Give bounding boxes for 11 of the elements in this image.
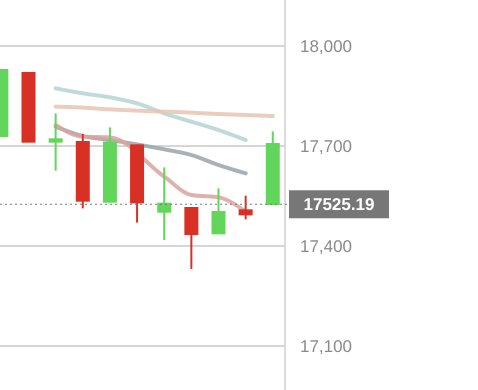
y-tick-label: 17,400	[300, 236, 352, 256]
ref-line-label: 17525.19	[304, 195, 374, 214]
y-tick-label: 17,100	[300, 336, 352, 356]
line-series	[54, 104, 275, 118]
y-tick-label: 17,700	[300, 136, 352, 156]
line-series	[54, 86, 248, 142]
y-tick-label: 18,000	[300, 36, 352, 56]
candlestick	[157, 166, 172, 241]
candlestick	[212, 187, 226, 236]
candlestick	[238, 194, 253, 220]
candlestick	[48, 112, 63, 172]
